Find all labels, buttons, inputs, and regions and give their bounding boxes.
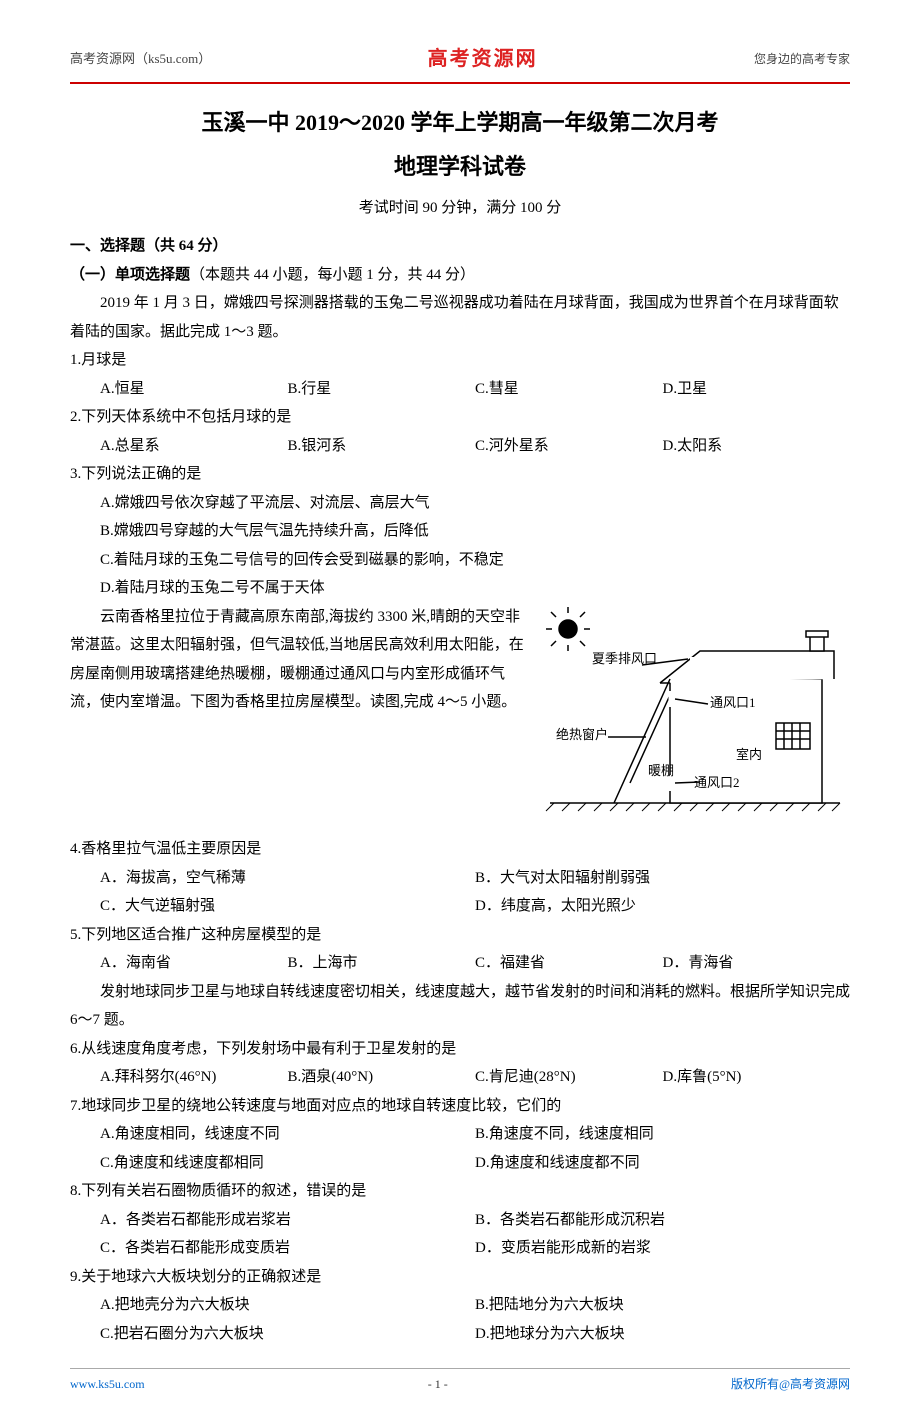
- question-4: 4.香格里拉气温低主要原因是 A．海拔高，空气稀薄 B．大气对太阳辐射削弱强 C…: [70, 835, 850, 921]
- subsection-1-rest: （本题共 44 小题，每小题 1 分，共 44 分）: [190, 267, 475, 283]
- footer-copyright: 版权所有@高考资源网: [731, 1373, 850, 1396]
- label-vent1: 通风口1: [710, 695, 756, 710]
- label-summer-vent: 夏季排风口: [592, 651, 657, 666]
- footer-page-number: - 1 -: [428, 1373, 448, 1396]
- q4-option-c: C．大气逆辐射强: [100, 892, 475, 921]
- q6-option-d: D.库鲁(5°N): [663, 1063, 851, 1092]
- q9-option-d: D.把地球分为六大板块: [475, 1320, 850, 1349]
- house-diagram: 夏季排风口 通风口1 通风口2 绝热窗户 暖棚 室内: [540, 607, 850, 828]
- q3-option-a: A.嫦娥四号依次穿越了平流层、对流层、高层大气: [70, 489, 850, 518]
- q1-option-a: A.恒星: [100, 375, 288, 404]
- q1-option-c: C.彗星: [475, 375, 663, 404]
- q7-option-d: D.角速度和线速度都不同: [475, 1149, 850, 1178]
- question-1: 1.月球是 A.恒星 B.行星 C.彗星 D.卫星: [70, 346, 850, 403]
- question-9-text: 9.关于地球六大板块划分的正确叙述是: [70, 1263, 850, 1292]
- q6-option-c: C.肯尼迪(28°N): [475, 1063, 663, 1092]
- exam-title-line2: 地理学科试卷: [70, 146, 850, 188]
- q6-option-a: A.拜科努尔(46°N): [100, 1063, 288, 1092]
- question-5-text: 5.下列地区适合推广这种房屋模型的是: [70, 921, 850, 950]
- question-3-text: 3.下列说法正确的是: [70, 460, 850, 489]
- label-vent2: 通风口2: [694, 775, 740, 790]
- question-2-text: 2.下列天体系统中不包括月球的是: [70, 403, 850, 432]
- q8-option-d: D．变质岩能形成新的岩浆: [475, 1234, 850, 1263]
- q8-option-b: B．各类岩石都能形成沉积岩: [475, 1206, 850, 1235]
- q7-option-c: C.角速度和线速度都相同: [100, 1149, 475, 1178]
- question-8: 8.下列有关岩石圈物质循环的叙述，错误的是 A．各类岩石都能形成岩浆岩 B．各类…: [70, 1177, 850, 1263]
- q5-option-a: A．海南省: [100, 949, 288, 978]
- question-7-text: 7.地球同步卫星的绕地公转速度与地面对应点的地球自转速度比较，它们的: [70, 1092, 850, 1121]
- q4-option-d: D．纬度高，太阳光照少: [475, 892, 850, 921]
- label-greenhouse: 暖棚: [648, 763, 674, 778]
- question-6-text: 6.从线速度角度考虑，下列发射场中最有利于卫星发射的是: [70, 1035, 850, 1064]
- header-left-text: 高考资源网（ks5u.com）: [70, 47, 211, 72]
- question-6: 6.从线速度角度考虑，下列发射场中最有利于卫星发射的是 A.拜科努尔(46°N)…: [70, 1035, 850, 1092]
- q8-option-a: A．各类岩石都能形成岩浆岩: [100, 1206, 475, 1235]
- q2-option-d: D.太阳系: [663, 432, 851, 461]
- header-right-text: 您身边的高考专家: [754, 48, 850, 71]
- q8-option-c: C．各类岩石都能形成变质岩: [100, 1234, 475, 1263]
- q9-option-b: B.把陆地分为六大板块: [475, 1291, 850, 1320]
- passage-1-intro: 2019 年 1 月 3 日，嫦娥四号探测器搭载的玉兔二号巡视器成功着陆在月球背…: [70, 289, 850, 346]
- question-8-text: 8.下列有关岩石圈物质循环的叙述，错误的是: [70, 1177, 850, 1206]
- q1-option-b: B.行星: [288, 375, 476, 404]
- page-header: 高考资源网（ks5u.com） 高考资源网 您身边的高考专家: [70, 40, 850, 78]
- passage-3-intro: 发射地球同步卫星与地球自转线速度密切相关，线速度越大，越节省发射的时间和消耗的燃…: [70, 978, 850, 1035]
- header-divider: [70, 82, 850, 84]
- q9-option-c: C.把岩石圈分为六大板块: [100, 1320, 475, 1349]
- section-1-heading: 一、选择题（共 64 分）: [70, 232, 850, 261]
- q4-option-a: A．海拔高，空气稀薄: [100, 864, 475, 893]
- q3-option-d: D.着陆月球的玉兔二号不属于天体: [70, 574, 850, 603]
- q2-option-b: B.银河系: [288, 432, 476, 461]
- passage-2-block: 夏季排风口 通风口1 通风口2 绝热窗户 暖棚 室内 云南香格里拉位于青藏高原东…: [70, 603, 850, 836]
- header-site-logo: 高考资源网: [428, 40, 538, 78]
- q2-option-c: C.河外星系: [475, 432, 663, 461]
- q5-option-c: C．福建省: [475, 949, 663, 978]
- subsection-1-bold: （一）单项选择题: [70, 267, 190, 283]
- label-indoor: 室内: [736, 747, 762, 762]
- q3-option-c: C.着陆月球的玉兔二号信号的回传会受到磁暴的影响，不稳定: [70, 546, 850, 575]
- q4-option-b: B．大气对太阳辐射削弱强: [475, 864, 850, 893]
- exam-title-line1: 玉溪一中 2019～2020 学年上学期高一年级第二次月考: [70, 102, 850, 144]
- q3-option-b: B.嫦娥四号穿越的大气层气温先持续升高，后降低: [70, 517, 850, 546]
- q6-option-b: B.酒泉(40°N): [288, 1063, 476, 1092]
- question-4-text: 4.香格里拉气温低主要原因是: [70, 835, 850, 864]
- q9-option-a: A.把地壳分为六大板块: [100, 1291, 475, 1320]
- q5-option-d: D．青海省: [663, 949, 851, 978]
- question-3: 3.下列说法正确的是 A.嫦娥四号依次穿越了平流层、对流层、高层大气 B.嫦娥四…: [70, 460, 850, 603]
- page-footer: www.ks5u.com - 1 - 版权所有@高考资源网: [70, 1368, 850, 1396]
- question-9: 9.关于地球六大板块划分的正确叙述是 A.把地壳分为六大板块 B.把陆地分为六大…: [70, 1263, 850, 1349]
- question-1-text: 1.月球是: [70, 346, 850, 375]
- q7-option-b: B.角速度不同，线速度相同: [475, 1120, 850, 1149]
- question-5: 5.下列地区适合推广这种房屋模型的是 A．海南省 B．上海市 C．福建省 D．青…: [70, 921, 850, 978]
- q5-option-b: B．上海市: [288, 949, 476, 978]
- q7-option-a: A.角速度相同，线速度不同: [100, 1120, 475, 1149]
- exam-meta-info: 考试时间 90 分钟，满分 100 分: [70, 194, 850, 223]
- footer-url: www.ks5u.com: [70, 1373, 145, 1396]
- question-2: 2.下列天体系统中不包括月球的是 A.总星系 B.银河系 C.河外星系 D.太阳…: [70, 403, 850, 460]
- subsection-1-heading: （一）单项选择题（本题共 44 小题，每小题 1 分，共 44 分）: [70, 261, 850, 290]
- question-7: 7.地球同步卫星的绕地公转速度与地面对应点的地球自转速度比较，它们的 A.角速度…: [70, 1092, 850, 1178]
- q1-option-d: D.卫星: [663, 375, 851, 404]
- q2-option-a: A.总星系: [100, 432, 288, 461]
- label-window: 绝热窗户: [556, 727, 608, 742]
